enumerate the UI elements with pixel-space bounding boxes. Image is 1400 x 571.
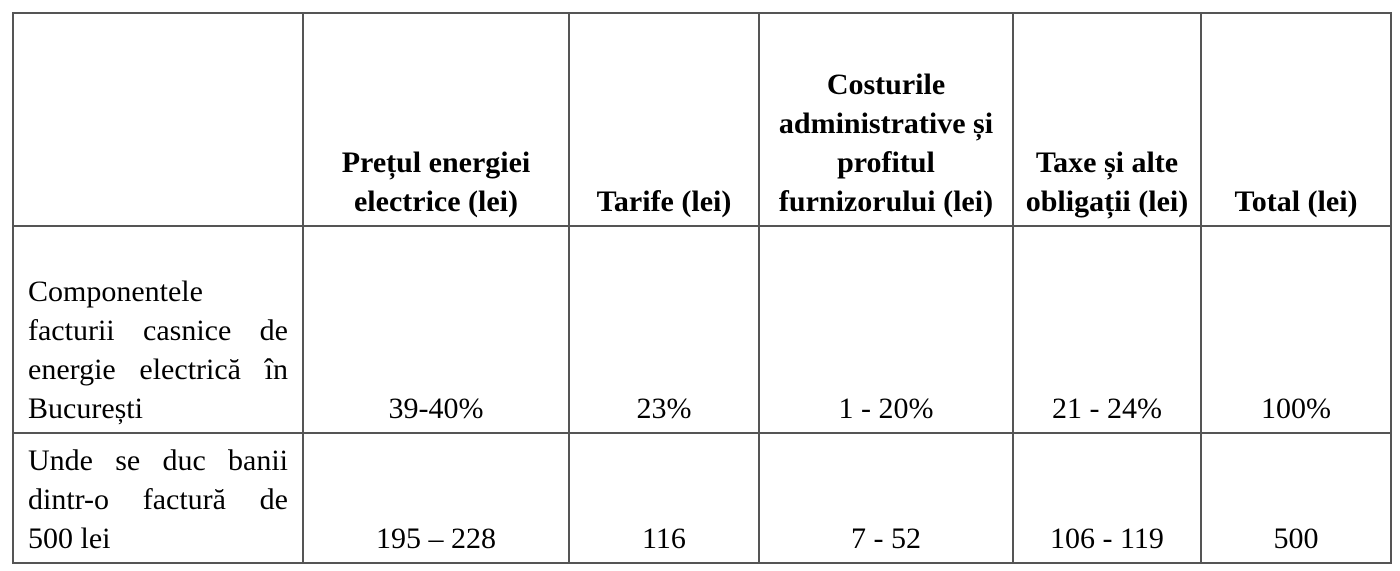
table-body: Componentele facturii casnice de energie… (12, 225, 1392, 564)
table-cell: 100% (1200, 225, 1392, 434)
table: Prețul energiei electrice (lei) Tarife (l… (12, 12, 1392, 564)
table-cell: 500 (1200, 432, 1392, 564)
table-cell: 21 - 24% (1012, 225, 1202, 434)
corner-cell (12, 12, 304, 227)
table-cell: 7 - 52 (758, 432, 1014, 564)
column-header: Tarife (lei) (568, 12, 760, 227)
table-row: Componentele facturii casnice de energie… (12, 225, 1392, 434)
row-label: Componentele facturii casnice de energie… (12, 225, 304, 434)
row-label: Unde se duc banii dintr-o factură de 500… (12, 432, 304, 564)
table-cell: 106 - 119 (1012, 432, 1202, 564)
table-cell: 195 – 228 (302, 432, 570, 564)
table-cell: 39-40% (302, 225, 570, 434)
column-header: Costurile administrative și profitul fur… (758, 12, 1014, 227)
table-row: Unde se duc banii dintr-o factură de 500… (12, 432, 1392, 564)
column-header: Taxe și alte obligații (lei) (1012, 12, 1202, 227)
column-header: Total (lei) (1200, 12, 1392, 227)
header-row: Prețul energiei electrice (lei) Tarife (l… (12, 12, 1392, 227)
column-header: Prețul energiei electrice (lei) (302, 12, 570, 227)
table-cell: 116 (568, 432, 760, 564)
table-cell: 23% (568, 225, 760, 434)
table-cell: 1 - 20% (758, 225, 1014, 434)
